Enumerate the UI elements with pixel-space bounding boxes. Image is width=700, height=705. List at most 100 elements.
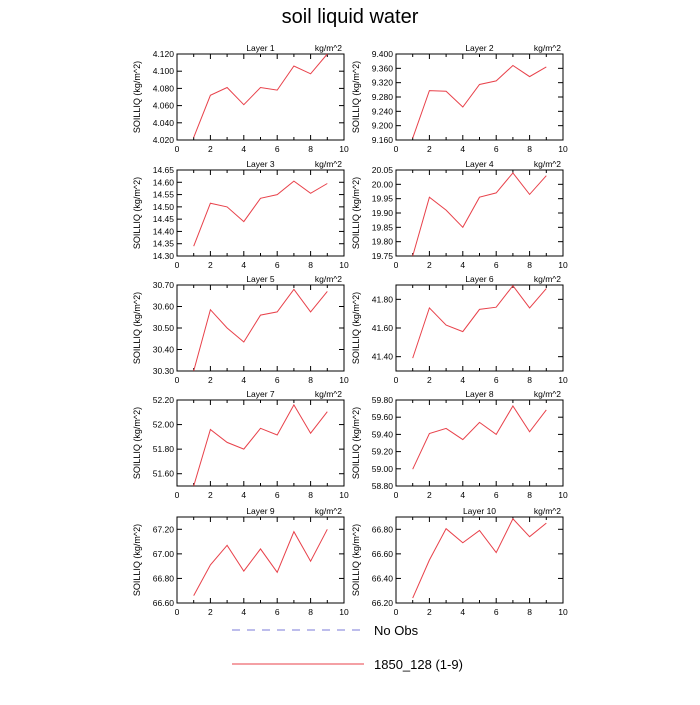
panel-5-x-tick-label: 0 <box>175 375 180 385</box>
panel-4-x-tick-label: 6 <box>494 260 499 270</box>
panel-2-x-tick-label: 0 <box>394 144 399 154</box>
panel-9-units: kg/m^2 <box>315 506 342 516</box>
panel-3-y-tick-label: 14.40 <box>153 226 175 236</box>
panel-10-x-tick-label: 0 <box>394 607 399 617</box>
panel-4-y-tick-label: 20.05 <box>372 165 394 175</box>
panel-2-x-tick-label: 8 <box>527 144 532 154</box>
panel-3-y-tick-label: 14.50 <box>153 202 175 212</box>
panel-2-series-line <box>412 64 547 139</box>
panel-3-series-line <box>193 180 328 247</box>
panel-10-y-tick-label: 66.20 <box>372 598 394 608</box>
panel-6-x-tick-label: 0 <box>394 375 399 385</box>
figure-title: soil liquid water <box>281 6 419 28</box>
panel-1-units: kg/m^2 <box>315 43 342 53</box>
panel-8-x-tick-label: 4 <box>460 490 465 500</box>
panel-7-units: kg/m^2 <box>315 389 342 399</box>
panel-2-y-tick-label: 9.360 <box>372 63 394 73</box>
panel-4-frame <box>395 169 564 257</box>
panel-5-x-tick-label: 10 <box>339 375 349 385</box>
panel-8-units: kg/m^2 <box>534 389 561 399</box>
panel-10-x-tick-label: 8 <box>527 607 532 617</box>
panel-8-y-tick-label: 58.80 <box>372 481 394 491</box>
panel-3-y-tick-label: 14.35 <box>153 239 175 249</box>
panel-9-frame <box>176 516 345 604</box>
panel-10-y-tick-label: 66.40 <box>372 573 394 583</box>
panel-5-y-tick-label: 30.60 <box>153 302 175 312</box>
panel-10-y-axis-label: SOILLIQ (kg/m^2) <box>351 524 361 596</box>
legend-series-label: 1850_128 (1-9) <box>374 657 463 672</box>
panel-8-x-tick-label: 10 <box>558 490 568 500</box>
panel-8-y-tick-label: 59.60 <box>372 412 394 422</box>
panel-6-x-tick-label: 10 <box>558 375 568 385</box>
panel-1-y-tick-label: 4.120 <box>153 49 175 59</box>
panel-3-y-tick-label: 14.55 <box>153 190 175 200</box>
panel-1-y-tick-label: 4.080 <box>153 83 175 93</box>
panel-8-x-tick-label: 8 <box>527 490 532 500</box>
panel-3-x-tick-label: 0 <box>175 260 180 270</box>
panel-8-y-tick-label: 59.40 <box>372 429 394 439</box>
panel-2-x-tick-label: 10 <box>558 144 568 154</box>
panel-6-x-tick-label: 6 <box>494 375 499 385</box>
panel-10-x-tick-label: 4 <box>460 607 465 617</box>
panel-1-y-tick-label: 4.040 <box>153 118 175 128</box>
panel-1-x-tick-label: 8 <box>308 144 313 154</box>
panel-10-title: Layer 10 <box>463 506 496 516</box>
panel-9-y-tick-label: 66.80 <box>153 573 175 583</box>
panel-1-series-line <box>193 53 328 138</box>
panel-1-frame <box>176 53 345 141</box>
panel-9-title: Layer 9 <box>246 506 275 516</box>
panel-5-y-tick-label: 30.70 <box>153 280 175 290</box>
panel-9-y-axis-label: SOILLIQ (kg/m^2) <box>132 524 142 596</box>
panel-9-y-tick-label: 66.60 <box>153 598 175 608</box>
panel-6-y-tick-label: 41.60 <box>372 323 394 333</box>
panel-9-x-tick-label: 2 <box>208 607 213 617</box>
panel-6-y-axis-label: SOILLIQ (kg/m^2) <box>351 292 361 364</box>
panel-7-series-line <box>193 403 328 487</box>
panel-3-y-tick-label: 14.65 <box>153 165 175 175</box>
panel-8-series-line <box>412 405 547 470</box>
panel-8-title: Layer 8 <box>465 389 494 399</box>
panel-1-y-tick-label: 4.020 <box>153 135 175 145</box>
panel-4-title: Layer 4 <box>465 159 494 169</box>
panel-4-x-tick-label: 2 <box>427 260 432 270</box>
panel-3-x-tick-label: 4 <box>241 260 246 270</box>
panel-10-series-line <box>412 517 547 599</box>
panel-8-x-tick-label: 6 <box>494 490 499 500</box>
panel-3-x-tick-label: 8 <box>308 260 313 270</box>
panel-9-y-tick-label: 67.00 <box>153 549 175 559</box>
panel-7-title: Layer 7 <box>246 389 275 399</box>
panel-2-y-tick-label: 9.160 <box>372 135 394 145</box>
panel-5-series-line <box>193 288 328 372</box>
panel-2-x-tick-label: 4 <box>460 144 465 154</box>
panel-5-y-tick-label: 30.40 <box>153 345 175 355</box>
panel-3-x-tick-label: 10 <box>339 260 349 270</box>
panel-3-title: Layer 3 <box>246 159 275 169</box>
panel-6-x-tick-label: 4 <box>460 375 465 385</box>
panel-4-y-tick-label: 19.75 <box>372 251 394 261</box>
panel-2-y-tick-label: 9.280 <box>372 92 394 102</box>
panel-1-y-tick-label: 4.060 <box>153 101 175 111</box>
panel-1-x-tick-label: 2 <box>208 144 213 154</box>
panel-10-x-tick-label: 6 <box>494 607 499 617</box>
panel-2-y-tick-label: 9.200 <box>372 121 394 131</box>
panel-5-frame <box>176 284 345 372</box>
panel-5-y-tick-label: 30.30 <box>153 366 175 376</box>
panel-5-x-tick-label: 2 <box>208 375 213 385</box>
panel-1-y-axis-label: SOILLIQ (kg/m^2) <box>132 61 142 133</box>
panel-4-units: kg/m^2 <box>534 159 561 169</box>
panel-5-title: Layer 5 <box>246 274 275 284</box>
panel-3-units: kg/m^2 <box>315 159 342 169</box>
panel-6-y-tick-label: 41.40 <box>372 352 394 362</box>
panel-7-frame <box>176 399 345 487</box>
panel-6-x-tick-label: 2 <box>427 375 432 385</box>
panel-4-x-tick-label: 0 <box>394 260 399 270</box>
panel-7-y-tick-label: 51.80 <box>153 444 175 454</box>
panel-6-title: Layer 6 <box>465 274 494 284</box>
panel-4-y-tick-label: 19.80 <box>372 237 394 247</box>
panel-3-y-tick-label: 14.30 <box>153 251 175 261</box>
panel-7-x-tick-label: 6 <box>275 490 280 500</box>
panel-8-x-tick-label: 0 <box>394 490 399 500</box>
panel-5-y-tick-label: 30.50 <box>153 323 175 333</box>
panel-8-frame <box>395 399 564 487</box>
